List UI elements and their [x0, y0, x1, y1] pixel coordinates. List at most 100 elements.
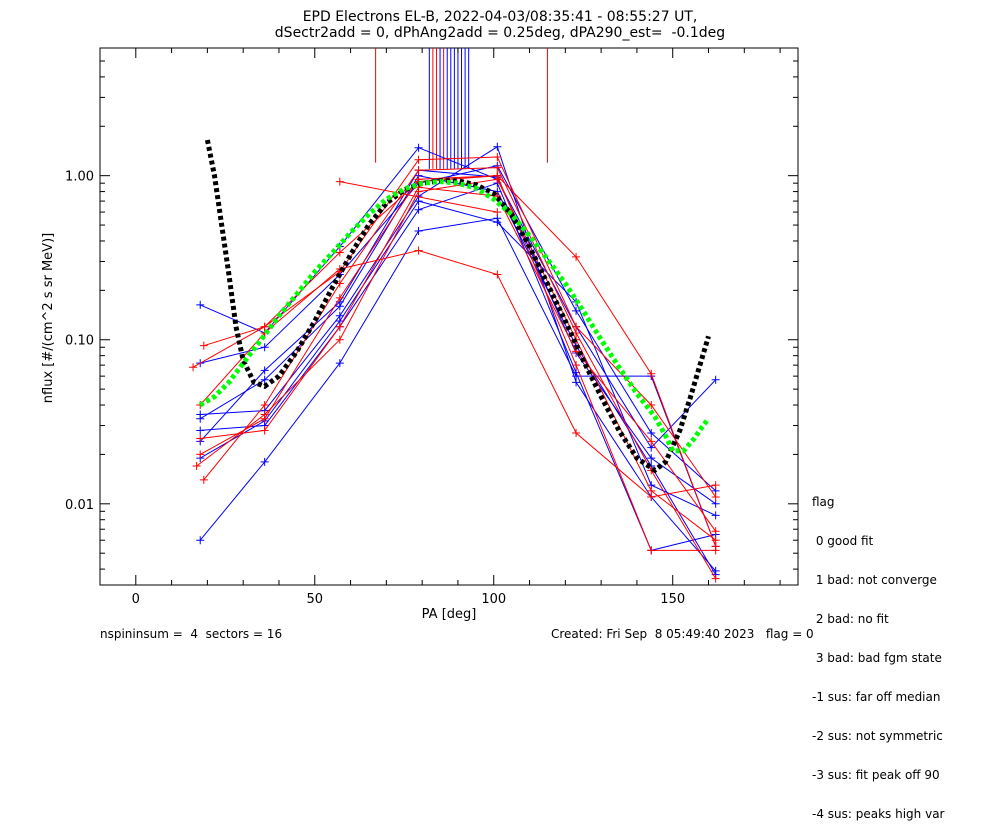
data-point: [711, 511, 720, 520]
data-point: [196, 426, 205, 435]
legend-item: -2 sus: not symmetric: [812, 729, 943, 743]
data-point: [572, 252, 581, 261]
series-line: [192, 175, 717, 547]
y-tick-label: 0.10: [65, 334, 94, 349]
x-tick-label: 150: [660, 592, 685, 607]
data-point: [335, 359, 344, 368]
footer-created-info: Created: Fri Sep 8 05:49:40 2023 flag = …: [551, 627, 814, 641]
data-point: [335, 248, 344, 257]
data-point: [414, 205, 423, 214]
data-point: [199, 341, 208, 350]
legend-item: -4 sus: peaks high var: [812, 807, 945, 821]
series-line: [200, 147, 717, 449]
data-point: [493, 152, 502, 161]
series-line: [196, 178, 717, 541]
data-point: [711, 493, 720, 502]
series-line: [199, 200, 716, 516]
legend-item: 2 bad: no fit: [812, 612, 889, 626]
data-point: [414, 155, 423, 164]
x-tick-label: 50: [306, 592, 323, 607]
data-point: [414, 246, 423, 255]
series-line: [199, 249, 716, 498]
legend-title: flag: [812, 495, 835, 509]
series-line: [203, 167, 717, 579]
data-point: [711, 499, 720, 508]
x-axis-label: PA [deg]: [422, 607, 477, 622]
data-point: [189, 363, 198, 372]
data-point: [493, 163, 502, 172]
data-point: [335, 177, 344, 186]
green-fit-curve: [198, 179, 711, 454]
data-point: [647, 454, 656, 463]
chart-plot: 0 50 100 150 0.01 0.10 1.00 PA [deg] nflux [#/…: [41, 47, 799, 622]
data-point: [711, 481, 720, 490]
legend-item: 3 bad: bad fgm state: [812, 651, 942, 665]
black-fit-curve: [204, 139, 711, 474]
legend-item: -1 sus: far off median: [812, 690, 941, 704]
x-tick-label: 100: [481, 592, 506, 607]
data-point: [647, 546, 656, 555]
data-point: [711, 536, 720, 545]
chart-title: EPD Electrons EL-B, 2022-04-03/08:35:41 …: [302, 9, 698, 25]
data-point: [414, 227, 423, 236]
data-point: [493, 270, 502, 279]
series-line: [200, 146, 717, 572]
data-point: [260, 375, 269, 384]
data-point: [192, 462, 201, 470]
data-point: [260, 426, 269, 435]
flag-legend: flag 0 good fit 1 bad: not converge 2 ba…: [812, 470, 944, 834]
data-point: [493, 171, 502, 180]
series-line: [203, 156, 717, 498]
data-point: [196, 300, 205, 309]
data-point: [572, 378, 581, 387]
data-point: [414, 197, 423, 206]
data-point: [196, 414, 205, 423]
data-point: [335, 322, 344, 331]
data-point: [260, 343, 269, 352]
data-point: [260, 401, 269, 410]
data-point: [572, 361, 581, 370]
series-line: [200, 186, 717, 532]
chart-subtitle: dSectr2add = 0, dPhAng2add = 0.25deg, dP…: [274, 25, 726, 41]
data-point: [260, 457, 269, 466]
data-point: [711, 375, 720, 384]
plot-frame: [99, 47, 799, 586]
data-point: [196, 434, 205, 443]
series-line: [199, 217, 717, 547]
data-point: [335, 293, 344, 302]
data-point: [572, 429, 581, 438]
legend-item: 1 bad: not converge: [812, 573, 937, 587]
data-point: [711, 546, 720, 555]
legend-item: -3 sus: fit peak off 90: [812, 768, 940, 782]
series-line: [200, 165, 717, 492]
series-line: [199, 175, 717, 575]
data-point: [493, 218, 502, 227]
series-line: [199, 169, 716, 505]
y-tick-label: 1.00: [65, 170, 94, 185]
data-point: [335, 335, 344, 344]
data-point: [414, 166, 423, 175]
data-point: [414, 143, 423, 152]
y-tick-label: 0.01: [65, 498, 94, 513]
series-line: [199, 175, 716, 551]
data-point: [572, 306, 581, 315]
data-point: [647, 437, 656, 446]
legend-item: 0 good fit: [812, 534, 874, 548]
data-point: [647, 486, 656, 495]
data-point: [260, 366, 269, 375]
data-point: [647, 369, 656, 378]
data-point: [647, 429, 656, 438]
data-point: [260, 322, 269, 331]
data-point: [260, 414, 269, 423]
y-axis-label: nflux [#/(cm^2 s sr MeV)]: [41, 233, 56, 403]
data-point: [711, 527, 720, 536]
data-point: [196, 450, 205, 459]
data-point: [335, 302, 344, 311]
data-point: [711, 574, 720, 583]
x-tick-label: 0: [132, 592, 140, 607]
data-point: [196, 536, 205, 545]
data-point: [493, 142, 502, 151]
data-point: [493, 208, 502, 217]
series-line: [339, 181, 498, 213]
footer-spin-info: nspininsum = 4 sectors = 16: [100, 627, 283, 641]
